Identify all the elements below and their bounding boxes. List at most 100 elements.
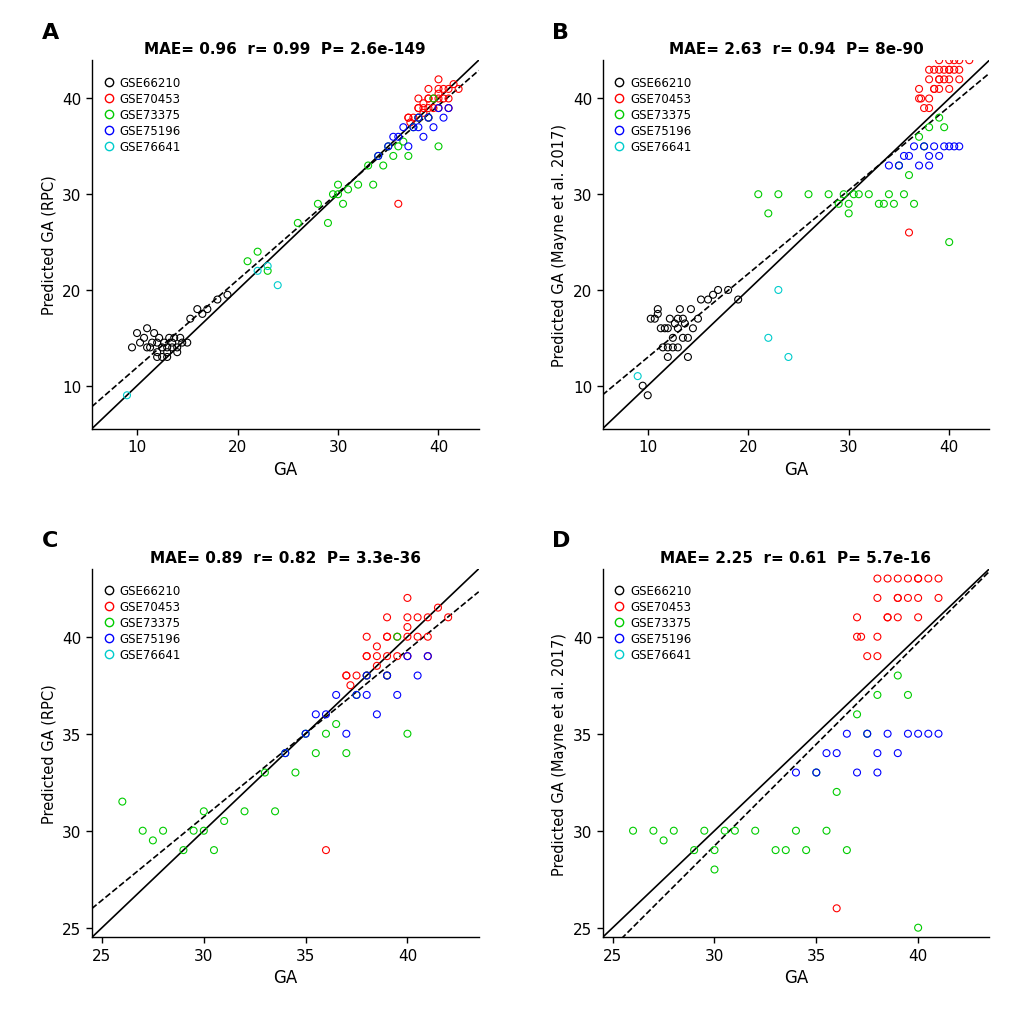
Point — [705, 842, 721, 858]
Point — [884, 197, 901, 213]
Point — [440, 92, 457, 108]
Point — [817, 822, 834, 839]
Point — [759, 330, 775, 346]
Point — [766, 842, 783, 858]
Point — [348, 667, 365, 684]
Point — [209, 292, 225, 309]
Point — [875, 197, 892, 213]
Point — [899, 590, 915, 606]
Point — [338, 667, 355, 684]
Point — [219, 287, 235, 304]
Point — [394, 135, 411, 151]
Point — [430, 101, 446, 117]
Point — [860, 186, 876, 203]
Point — [715, 822, 732, 839]
Point — [909, 919, 925, 935]
Point — [287, 764, 304, 781]
Point — [915, 139, 931, 155]
Point — [689, 311, 705, 327]
Title: MAE= 0.96  r= 0.99  P= 2.6e-149: MAE= 0.96 r= 0.99 P= 2.6e-149 — [145, 42, 426, 57]
Point — [645, 822, 661, 839]
Title: MAE= 2.25  r= 0.61  P= 5.7e-16: MAE= 2.25 r= 0.61 P= 5.7e-16 — [660, 550, 930, 566]
Point — [900, 225, 916, 242]
Point — [206, 842, 222, 858]
Point — [277, 745, 293, 761]
Point — [298, 726, 314, 742]
Point — [149, 335, 165, 352]
Point — [365, 177, 381, 194]
Point — [388, 629, 405, 645]
Point — [629, 369, 645, 385]
Point — [879, 158, 896, 174]
Point — [935, 120, 952, 137]
Point — [277, 745, 293, 761]
Point — [889, 745, 905, 761]
Point — [236, 803, 253, 819]
Point — [409, 609, 425, 626]
Point — [359, 629, 375, 645]
Point — [419, 648, 435, 664]
Point — [912, 92, 928, 108]
Point — [445, 76, 462, 93]
Point — [929, 590, 946, 606]
Point — [259, 263, 275, 279]
Point — [430, 139, 446, 155]
Point — [378, 667, 394, 684]
Point — [919, 726, 935, 742]
Point — [425, 120, 441, 137]
Point — [415, 106, 431, 122]
Point — [827, 900, 844, 916]
Point — [889, 667, 905, 684]
Point — [159, 344, 175, 361]
Point — [899, 571, 915, 587]
Point — [848, 609, 864, 626]
Point — [769, 282, 786, 299]
Point — [398, 620, 415, 636]
Point — [827, 745, 844, 761]
Point — [385, 149, 401, 165]
Point — [420, 82, 436, 98]
Point — [154, 340, 170, 357]
Point — [250, 263, 266, 279]
Point — [410, 110, 426, 126]
Point — [929, 571, 946, 587]
Point — [359, 648, 375, 664]
Point — [858, 648, 874, 664]
Point — [378, 629, 394, 645]
Point — [146, 325, 162, 341]
Point — [398, 629, 415, 645]
Point — [450, 82, 467, 98]
Point — [409, 667, 425, 684]
Point — [399, 110, 416, 126]
Point — [378, 667, 394, 684]
Point — [172, 330, 189, 346]
Point — [868, 571, 884, 587]
Point — [419, 648, 435, 664]
Point — [797, 842, 813, 858]
Point — [378, 667, 394, 684]
Point — [646, 311, 662, 327]
Point — [398, 726, 415, 742]
Text: C: C — [42, 531, 58, 551]
Point — [909, 571, 925, 587]
Point — [159, 340, 175, 357]
Point — [169, 340, 185, 357]
Point — [676, 316, 692, 332]
Point — [848, 764, 864, 781]
Point — [409, 629, 425, 645]
Point — [850, 186, 866, 203]
Point — [420, 110, 436, 126]
Point — [348, 687, 365, 703]
Point — [925, 82, 942, 98]
Point — [889, 551, 905, 568]
Point — [900, 168, 916, 184]
Point — [435, 110, 451, 126]
Point — [925, 62, 942, 78]
Point — [920, 149, 936, 165]
Point — [410, 120, 426, 137]
Point — [267, 803, 283, 819]
Point — [310, 197, 326, 213]
Point — [910, 92, 926, 108]
Point — [405, 120, 421, 137]
Legend: GSE66210, GSE70453, GSE73375, GSE75196, GSE76641: GSE66210, GSE70453, GSE73375, GSE75196, … — [611, 583, 693, 664]
